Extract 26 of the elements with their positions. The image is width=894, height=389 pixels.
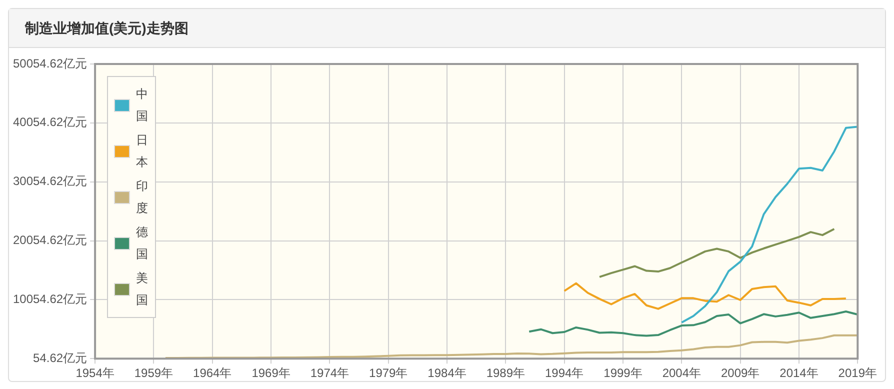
x-tick-label: 1999年	[604, 366, 642, 380]
legend-label: 美国	[136, 270, 150, 309]
x-tick-label: 1969年	[252, 366, 290, 380]
y-tick-label: 10054.62亿元	[12, 292, 88, 306]
x-tick-label: 1984年	[428, 366, 466, 380]
y-tick-label: 54.62亿元	[33, 350, 88, 365]
y-tick-label: 30054.62亿元	[12, 174, 88, 188]
legend-label: 日本	[136, 132, 150, 171]
x-tick-label: 1989年	[486, 366, 526, 380]
x-tick-label: 1959年	[134, 366, 174, 380]
x-tick-label: 1964年	[193, 366, 232, 380]
x-tick-label: 1979年	[369, 366, 408, 380]
x-tick-label: 2009年	[720, 366, 760, 380]
x-tick-label: 1994年	[544, 366, 584, 380]
x-tick-label: 1954年	[76, 366, 114, 380]
legend-label: 中国	[136, 86, 150, 125]
x-tick-label: 2019年	[838, 366, 878, 380]
legend-label: 德国	[136, 224, 150, 263]
y-tick-label: 40054.62亿元	[12, 115, 88, 130]
x-tick-label: 2014年	[780, 366, 818, 380]
x-tick-label: 2004年	[662, 366, 702, 380]
chart-title: 制造业增加值(美元)走势图	[25, 20, 188, 38]
legend-label: 印度	[136, 178, 150, 217]
x-tick-label: 1974年	[310, 366, 350, 380]
y-tick-label: 50054.62亿元	[12, 56, 88, 70]
y-tick-label: 20054.62亿元	[12, 233, 88, 248]
